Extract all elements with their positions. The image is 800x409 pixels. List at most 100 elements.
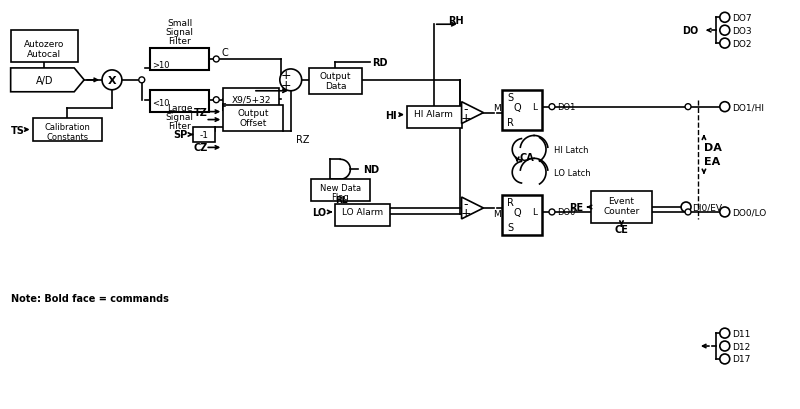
Bar	[310, 180, 370, 202]
Text: -: -	[463, 103, 468, 116]
Bar	[407, 106, 462, 128]
Circle shape	[720, 354, 730, 364]
Text: Constants: Constants	[46, 133, 88, 142]
Text: Event: Event	[609, 196, 634, 205]
Text: X9/5+32: X9/5+32	[231, 95, 270, 104]
Bar	[33, 118, 102, 142]
Text: Filter: Filter	[168, 122, 191, 131]
Circle shape	[720, 26, 730, 36]
Text: Offset: Offset	[239, 119, 266, 128]
Text: M: M	[494, 210, 502, 219]
Text: SP: SP	[173, 130, 187, 140]
Text: A/D: A/D	[36, 76, 53, 85]
Text: DO2: DO2	[732, 40, 751, 49]
Text: L: L	[532, 208, 537, 217]
Text: D11: D11	[732, 329, 750, 338]
Text: R: R	[507, 198, 514, 207]
Circle shape	[681, 202, 691, 212]
Text: RZ: RZ	[296, 135, 310, 145]
Text: HI Latch: HI Latch	[554, 146, 589, 155]
Text: DO: DO	[682, 26, 698, 36]
Text: L: L	[532, 103, 537, 112]
Text: Autocal: Autocal	[27, 49, 62, 58]
Text: TS: TS	[10, 125, 25, 135]
Text: Filter: Filter	[168, 36, 191, 45]
Text: DA: DA	[704, 143, 722, 153]
Bar	[223, 89, 279, 110]
Text: Small: Small	[167, 19, 192, 28]
Bar	[223, 106, 282, 131]
Text: RL: RL	[335, 195, 348, 204]
Text: Data: Data	[325, 82, 346, 91]
Bar	[150, 49, 210, 71]
Text: DO0: DO0	[557, 208, 575, 217]
Text: D17: D17	[732, 355, 750, 364]
Circle shape	[685, 104, 691, 110]
Text: Note: Bold face = commands: Note: Bold face = commands	[10, 294, 169, 303]
Text: Q: Q	[514, 102, 521, 112]
Bar	[502, 196, 542, 235]
Text: R: R	[507, 117, 514, 127]
Circle shape	[214, 57, 219, 63]
Text: F: F	[222, 102, 227, 112]
Text: Large: Large	[166, 104, 192, 113]
Text: +: +	[460, 112, 471, 125]
Text: Output: Output	[320, 72, 351, 81]
Text: EA: EA	[704, 157, 720, 167]
Text: CE: CE	[614, 224, 629, 234]
Circle shape	[720, 102, 730, 112]
Polygon shape	[10, 69, 84, 92]
Bar	[10, 31, 78, 63]
Text: <10: <10	[152, 99, 169, 108]
Circle shape	[720, 328, 730, 338]
Circle shape	[138, 78, 145, 83]
Text: C: C	[222, 48, 228, 58]
Bar	[335, 204, 390, 226]
Text: Signal: Signal	[166, 28, 194, 36]
Text: Counter: Counter	[603, 207, 640, 216]
Text: RE: RE	[570, 202, 584, 212]
Text: DI0/EV: DI0/EV	[692, 203, 722, 212]
Text: ND: ND	[363, 165, 379, 175]
Text: RH: RH	[448, 16, 463, 26]
Bar	[502, 90, 542, 130]
Text: CZ: CZ	[194, 143, 208, 153]
Text: HI Alarm: HI Alarm	[414, 110, 454, 119]
Text: HI: HI	[385, 110, 397, 120]
Text: New Data: New Data	[320, 183, 361, 192]
Bar	[150, 90, 210, 112]
Text: DO3: DO3	[732, 27, 751, 36]
Text: Output: Output	[238, 109, 269, 118]
Text: Q: Q	[514, 207, 521, 218]
Text: M: M	[494, 104, 502, 113]
Text: +: +	[460, 207, 471, 220]
Text: D12: D12	[732, 342, 750, 351]
Text: DO1: DO1	[557, 103, 575, 112]
Circle shape	[102, 71, 122, 90]
Circle shape	[214, 97, 219, 103]
Text: +: +	[281, 79, 291, 92]
Text: S: S	[507, 92, 514, 103]
Text: -1: -1	[200, 130, 209, 139]
Text: X: X	[108, 76, 116, 85]
Text: DO0/LO: DO0/LO	[732, 208, 766, 217]
Circle shape	[720, 13, 730, 23]
Text: DO1/HI: DO1/HI	[732, 103, 764, 112]
Circle shape	[720, 341, 730, 351]
Polygon shape	[462, 198, 483, 219]
Text: CA: CA	[519, 153, 534, 163]
Text: Autozero: Autozero	[24, 40, 65, 49]
Text: LO Latch: LO Latch	[554, 169, 590, 177]
Text: LO: LO	[313, 207, 326, 218]
Text: DO7: DO7	[732, 14, 751, 23]
Text: S: S	[507, 222, 514, 232]
Circle shape	[549, 209, 555, 216]
Text: TZ: TZ	[194, 108, 207, 117]
Text: LO Alarm: LO Alarm	[342, 208, 383, 217]
Bar	[194, 127, 215, 143]
Circle shape	[685, 209, 691, 216]
Text: +: +	[281, 69, 291, 82]
Text: >10: >10	[152, 61, 169, 70]
Circle shape	[280, 70, 302, 92]
Text: Calibration: Calibration	[44, 123, 90, 132]
